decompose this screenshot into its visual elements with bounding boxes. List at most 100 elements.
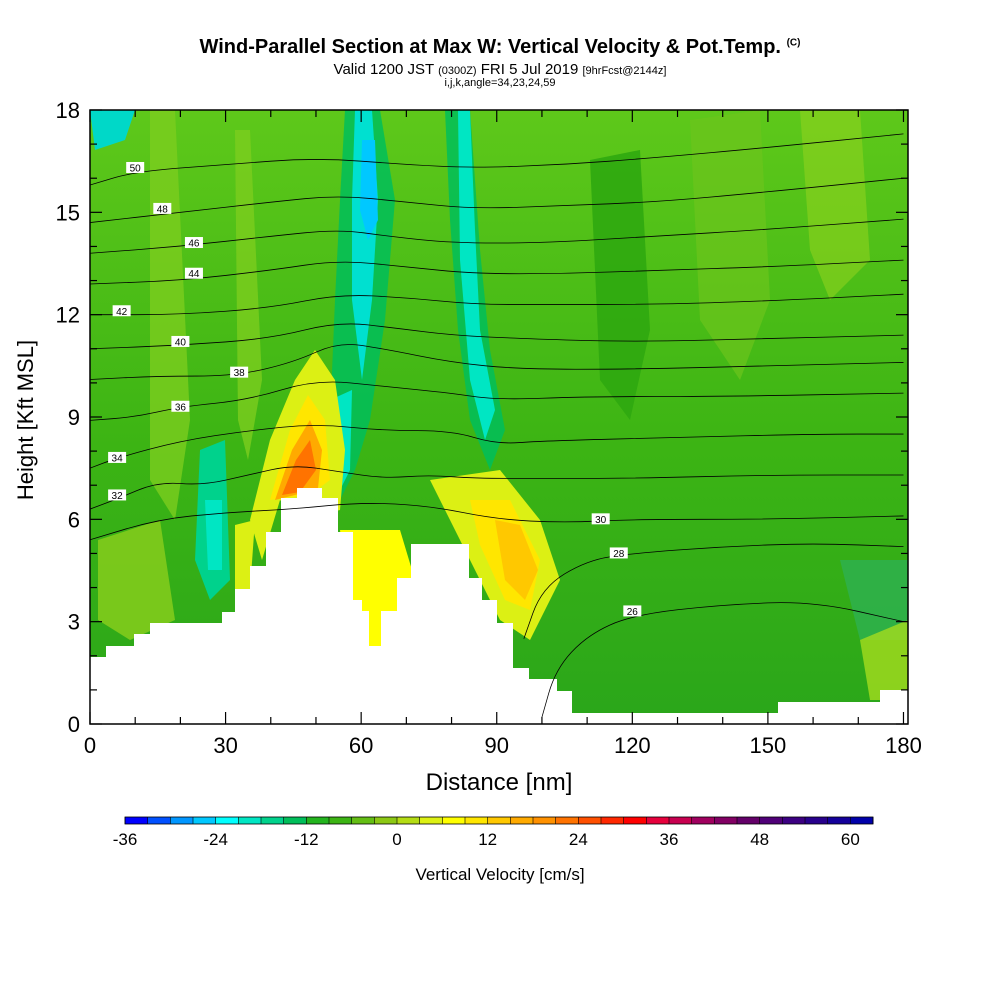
x-tick-label: 150 [750,733,787,758]
colorbar-swatch [510,817,534,824]
colorbar-swatch [419,817,443,824]
colorbar-swatch [782,817,806,824]
theta-contour-26 [541,602,904,718]
colorbar-tick-label: 60 [841,830,860,849]
contour-label-46: 46 [188,239,200,250]
theta-contour-36 [90,381,904,421]
colorbar-swatch [215,817,239,824]
copyright-mark: (C) [786,37,801,49]
contour-label-bg [108,451,127,463]
contour-label-48: 48 [157,204,169,215]
chart-subtitle: Valid 1200 JST (0300Z) FRI 5 Jul 2019 [9… [0,61,1000,78]
colorbar-swatch [601,817,625,824]
colorbar-swatch [759,817,783,824]
downdraft-core [458,110,495,440]
contour-label-bg [108,489,127,501]
y-tick-label: 15 [56,200,80,225]
colorbar-tick-label: 24 [569,830,588,849]
contour-label-40: 40 [175,337,187,348]
contour-label-42: 42 [116,307,128,318]
colorbar-swatch [555,817,579,824]
x-tick-label: 120 [614,733,651,758]
colorbar-swatch [170,817,194,824]
downdraft-core [205,500,222,570]
y-tick-label: 3 [68,610,80,635]
contour-label-38: 38 [234,368,246,379]
theta-contour-32 [90,466,904,510]
contour-label-bg [230,366,249,378]
colorbar-swatch [533,817,557,824]
contour-label-bg [184,267,203,279]
colorbar-tick-label: -36 [113,830,138,849]
colorbar-swatch [306,817,330,824]
contour-label-44: 44 [188,269,200,280]
x-axis-label: Distance [nm] [426,769,573,796]
theta-contour-50 [90,133,904,186]
downdraft-core [360,140,378,240]
updraft-band [800,110,870,300]
y-tick-label: 12 [56,303,80,328]
colorbar-swatch [193,817,217,824]
terrain-mask [90,488,908,724]
contour-label-bg [171,335,190,347]
colorbar-tick-label: 0 [392,830,401,849]
colorbar-tick-label: 36 [660,830,679,849]
colorbar-swatch [691,817,715,824]
theta-contour-30 [90,503,904,541]
colorbar-swatch [850,817,874,824]
contour-label-bg [171,400,190,412]
theta-contour-42 [90,293,904,316]
valid-time: Valid 1200 JST [333,61,434,78]
contour-label-bg [153,202,172,214]
contour-label-bg [184,237,203,249]
y-axis-label: Height [Kft MSL] [13,340,38,500]
forecast-info: [9hrFcst@2144z] [582,65,667,77]
colorbar-swatch [261,817,285,824]
grid-info: i,j,k,angle=34,23,24,59 [444,77,556,89]
colorbar-swatch [147,817,171,824]
colorbar-swatch [805,817,829,824]
colorbar-label: Vertical Velocity [cm/s] [415,865,584,884]
colorbar-swatch [329,817,353,824]
theta-contour-34 [90,425,904,469]
colorbar-swatch [623,817,647,824]
colorbar-swatch [125,817,149,824]
colorbar-swatch [442,817,466,824]
colorbar-swatch [374,817,398,824]
colorbar-tick-label: 48 [750,830,769,849]
valid-date: FRI 5 Jul 2019 [480,61,579,78]
downdraft-band [590,150,650,420]
contour-label-bg [126,161,145,173]
contour-label-34: 34 [112,453,124,464]
colorbar-swatch [827,817,851,824]
y-tick-label: 0 [68,712,80,737]
colorbar-swatch [487,817,511,824]
downdraft-core [90,110,135,150]
colorbar-tick-label: -12 [294,830,319,849]
colorbar-swatch [351,817,375,824]
colorbar-swatch [737,817,761,824]
updraft-core [282,440,316,495]
theta-contour-40 [90,323,904,350]
colorbar-swatch [578,817,602,824]
contour-label-bg [112,305,131,317]
updraft-band [98,520,175,640]
contour-label-32: 32 [112,491,124,502]
theta-contour-48 [90,177,904,223]
colorbar-swatch [646,817,670,824]
downdraft-band [840,560,908,640]
x-tick-label: 60 [349,733,373,758]
y-tick-label: 6 [68,507,80,532]
theta-contour-38 [90,344,904,380]
contour-label-bg [623,605,642,617]
x-tick-label: 0 [84,733,96,758]
contour-label-30: 30 [595,515,607,526]
chart-title-text: Wind-Parallel Section at Max W: Vertical… [199,36,781,58]
contour-label-26: 26 [627,607,639,618]
updraft-core [495,520,538,600]
y-tick-label: 9 [68,405,80,430]
valid-utc: (0300Z) [438,65,477,77]
x-tick-label: 90 [484,733,508,758]
contour-label-50: 50 [130,163,142,174]
